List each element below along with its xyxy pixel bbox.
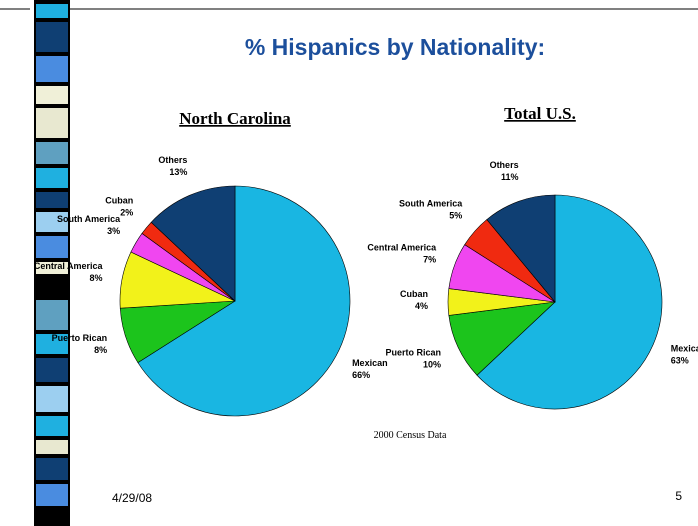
page-number: 5 [675, 489, 682, 503]
slice-value-label: 3% [107, 226, 120, 236]
chart-title: Total U.S. [504, 104, 576, 123]
slice-label: South America [57, 214, 121, 224]
slice-label: Puerto Rican [52, 333, 108, 343]
slice-label: Mexican [671, 343, 698, 353]
slice-label: Central America [367, 243, 437, 253]
slice-label: Cuban [105, 196, 133, 206]
slice-value-label: 2% [120, 208, 133, 218]
slice-label: South America [399, 198, 463, 208]
date: 4/29/08 [112, 491, 152, 505]
slice-value-label: 11% [501, 172, 519, 182]
slice-value-label: 7% [423, 255, 436, 265]
slice-label: Others [490, 160, 519, 170]
slice-value-label: 5% [449, 210, 462, 220]
slide-title: % Hispanics by Nationality: [245, 34, 545, 60]
slide: % Hispanics by Nationality: 2000 Census … [0, 0, 698, 526]
slice-value-label: 8% [94, 345, 107, 355]
slice-label: Puerto Rican [386, 347, 442, 357]
slice-value-label: 8% [90, 273, 103, 283]
slice-label: Central America [34, 261, 104, 271]
slice-label: Mexican [352, 358, 388, 368]
slice-label: Cuban [400, 289, 428, 299]
slice-value-label: 66% [352, 370, 370, 380]
chart-title: North Carolina [179, 109, 291, 128]
slice-value-label: 10% [423, 359, 441, 369]
slice-value-label: 4% [415, 301, 428, 311]
source-note: 2000 Census Data [374, 430, 447, 441]
slice-value-label: 13% [169, 167, 187, 177]
slice-label: Others [158, 155, 187, 165]
slice-value-label: 63% [671, 355, 689, 365]
